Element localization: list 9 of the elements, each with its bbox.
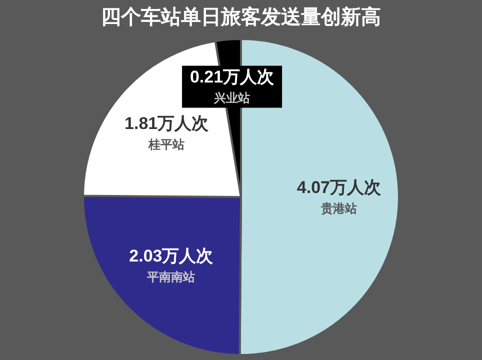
slice-label: 兴业站: [213, 91, 250, 106]
slice-label: 平南南站: [146, 270, 196, 284]
slice-label: 桂平站: [148, 138, 185, 152]
data-label: 1.81万人次: [124, 114, 210, 133]
data-label: 4.07万人次: [296, 178, 382, 198]
data-label: 2.03万人次: [129, 246, 214, 266]
data-label: 0.21万人次: [190, 67, 276, 86]
slice-label: 贵港站: [320, 202, 357, 216]
chart-title: 四个车站单日旅客发送量创新高: [101, 6, 381, 29]
